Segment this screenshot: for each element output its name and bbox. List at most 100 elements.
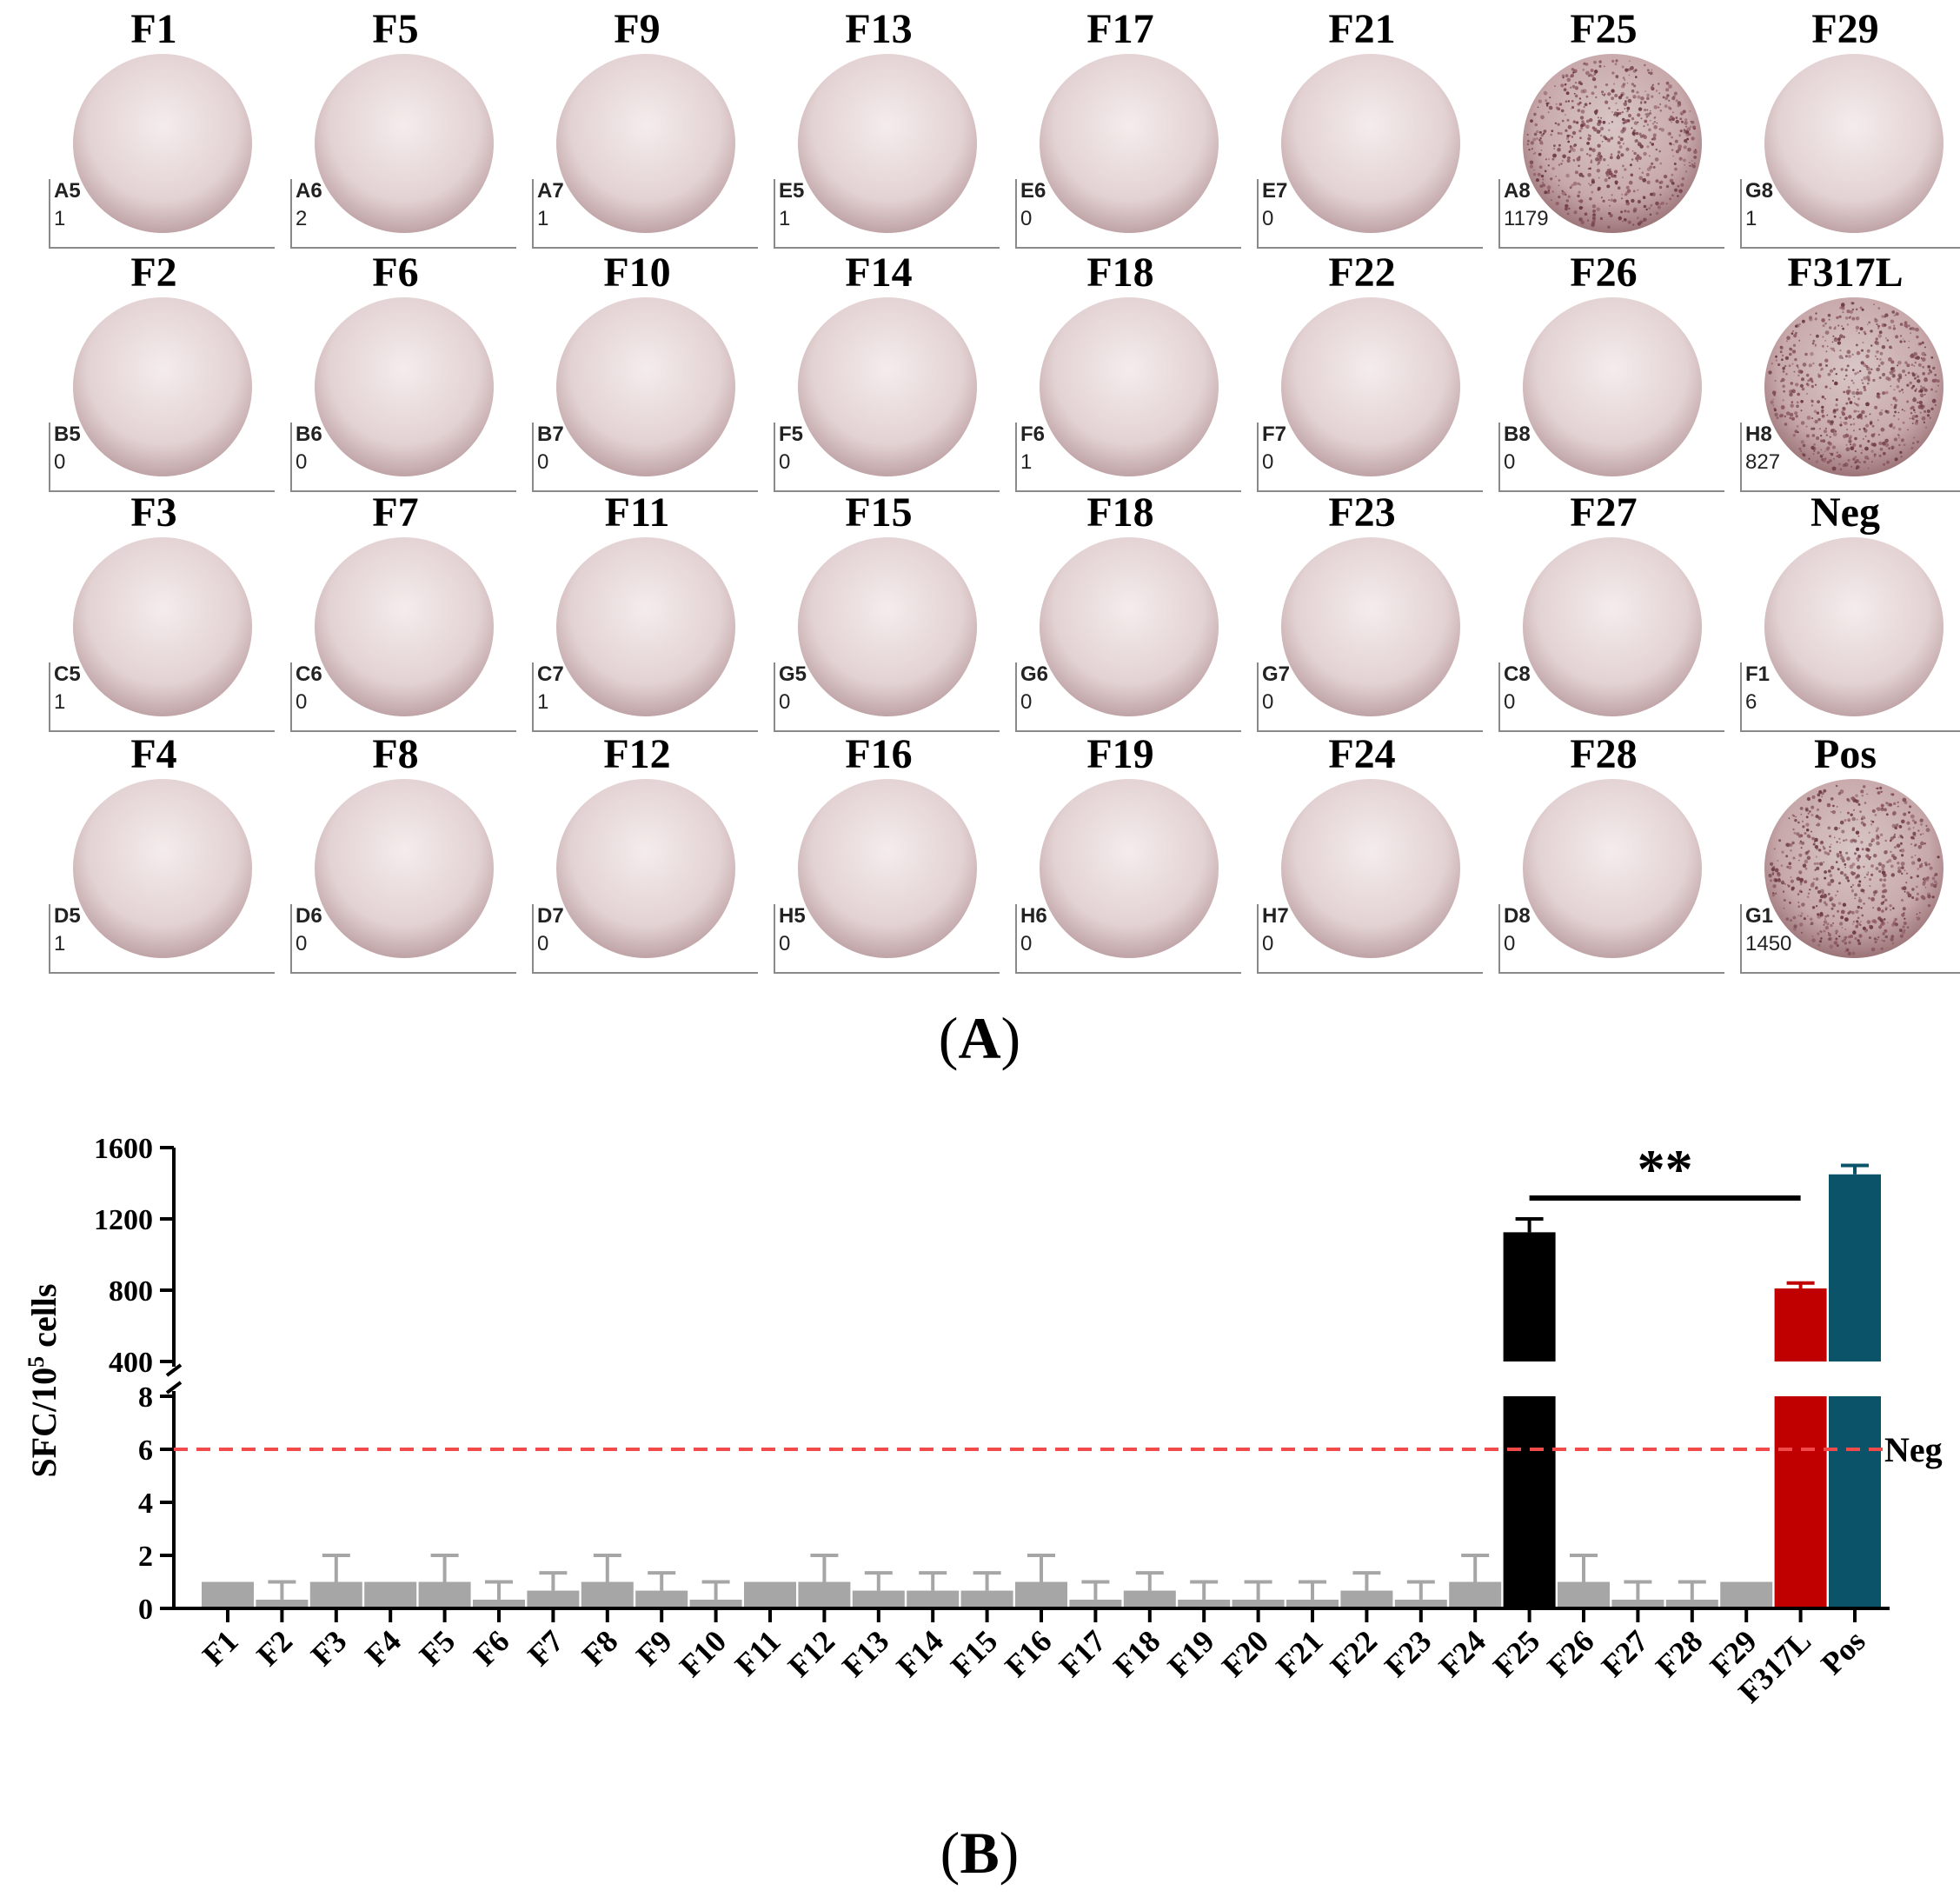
well-frame [1740, 423, 1960, 492]
bar [1720, 1581, 1773, 1608]
well-spot-count: 1 [537, 207, 549, 230]
x-tick-label: F19 [1161, 1623, 1221, 1683]
well-title: F22 [1328, 250, 1396, 296]
well-title: F6 [372, 250, 419, 296]
x-tick-label: F18 [1106, 1623, 1166, 1683]
y-tick-label: 1600 [94, 1133, 153, 1165]
well-id: G6 [1020, 662, 1049, 686]
well-spot-count: 1 [537, 690, 549, 714]
well-cell: F27 C8 0 [1485, 483, 1724, 732]
well-image [1281, 297, 1460, 476]
well-image [73, 537, 252, 716]
well-frame [532, 904, 758, 974]
well-id: E6 [1020, 179, 1046, 203]
y-tick-label: 6 [138, 1435, 153, 1467]
well-image [1523, 779, 1702, 958]
bar [1178, 1599, 1231, 1608]
bar [635, 1590, 688, 1608]
well-frame [1257, 423, 1483, 492]
axis-break-mark [165, 1363, 183, 1377]
well-id: H8 [1745, 423, 1772, 446]
y-tick-label: 4 [138, 1488, 153, 1520]
well-cell: F12 D7 0 [518, 725, 758, 974]
well-title: F28 [1570, 731, 1638, 777]
well-frame [1015, 662, 1241, 732]
well-frame [774, 423, 1000, 492]
bar [1558, 1581, 1610, 1608]
well-id: C8 [1504, 662, 1531, 686]
well-title: F5 [372, 6, 419, 52]
well-image [798, 537, 977, 716]
well-frame [1257, 904, 1483, 974]
x-tick-label: F25 [1486, 1623, 1546, 1683]
x-tick-label: F10 [673, 1623, 733, 1683]
well-title: F3 [130, 489, 177, 536]
well-title: Pos [1814, 731, 1877, 777]
y-tick-label: 2 [138, 1541, 153, 1573]
well-cell: F1 A5 1 [35, 0, 275, 249]
well-title: F27 [1570, 489, 1638, 536]
well-image [1040, 54, 1219, 233]
well-spot-count: 1 [54, 207, 66, 230]
well-frame [774, 662, 1000, 732]
x-tick-label: F17 [1053, 1623, 1113, 1683]
well-id: F7 [1262, 423, 1287, 446]
x-tick-label: F22 [1324, 1623, 1384, 1683]
bar [581, 1581, 634, 1608]
bar [744, 1581, 796, 1608]
x-tick-label: Pos [1814, 1623, 1871, 1681]
well-spot-count: 0 [296, 690, 308, 714]
well-image [1040, 537, 1219, 716]
well-spot-count: 2 [296, 207, 308, 230]
well-image [1281, 537, 1460, 716]
bar-lower-segment [1503, 1396, 1556, 1608]
well-image [1040, 779, 1219, 958]
well-frame [49, 179, 275, 249]
well-id: A6 [296, 179, 322, 203]
well-cell: F21 E7 0 [1243, 0, 1483, 249]
well-frame [49, 904, 275, 974]
well-title: F23 [1328, 489, 1396, 536]
x-tick-label: F1 [196, 1623, 245, 1673]
x-tick-label: F16 [998, 1623, 1058, 1683]
well-image [798, 779, 977, 958]
well-frame [290, 179, 516, 249]
well-image [315, 297, 494, 476]
well-id: B8 [1504, 423, 1531, 446]
bar [852, 1590, 905, 1608]
well-cell: F3 C5 1 [35, 483, 275, 732]
well-title: F21 [1328, 6, 1396, 52]
well-spot-count: 1 [1020, 450, 1033, 474]
bar-lower-segment [1829, 1396, 1881, 1608]
elispot-well-panel: F1 A5 1 F5 A6 2 F9 A7 1 F13 E5 1 F17 E6 0 F21 E7 0 F25 A8 11… [35, 0, 1960, 974]
bar [418, 1581, 471, 1608]
well-cell: F8 D6 0 [276, 725, 516, 974]
well-title: F19 [1086, 731, 1154, 777]
well-id: D6 [296, 904, 322, 928]
well-spot-count: 0 [779, 690, 791, 714]
x-tick-label: F26 [1540, 1623, 1600, 1683]
well-cell: F4 D5 1 [35, 725, 275, 974]
well-title: F14 [845, 250, 913, 296]
well-frame [532, 179, 758, 249]
well-image [1523, 537, 1702, 716]
well-image [556, 537, 735, 716]
well-image [1523, 54, 1702, 233]
well-title: F26 [1570, 250, 1638, 296]
well-frame [774, 179, 1000, 249]
bar [1340, 1590, 1393, 1608]
y-tick-label: 1200 [94, 1204, 153, 1236]
well-cell: F24 H7 0 [1243, 725, 1483, 974]
significance-label: ** [1638, 1138, 1693, 1200]
well-cell: F29 G8 1 [1726, 0, 1960, 249]
bar [527, 1590, 580, 1608]
well-id: C6 [296, 662, 322, 686]
well-frame [1740, 904, 1960, 974]
bar [364, 1581, 417, 1608]
x-tick-label: F12 [781, 1623, 841, 1683]
bar-lower-segment [1774, 1396, 1827, 1608]
well-title: F25 [1570, 6, 1638, 52]
well-spot-count: 1 [779, 207, 791, 230]
well-image [798, 297, 977, 476]
